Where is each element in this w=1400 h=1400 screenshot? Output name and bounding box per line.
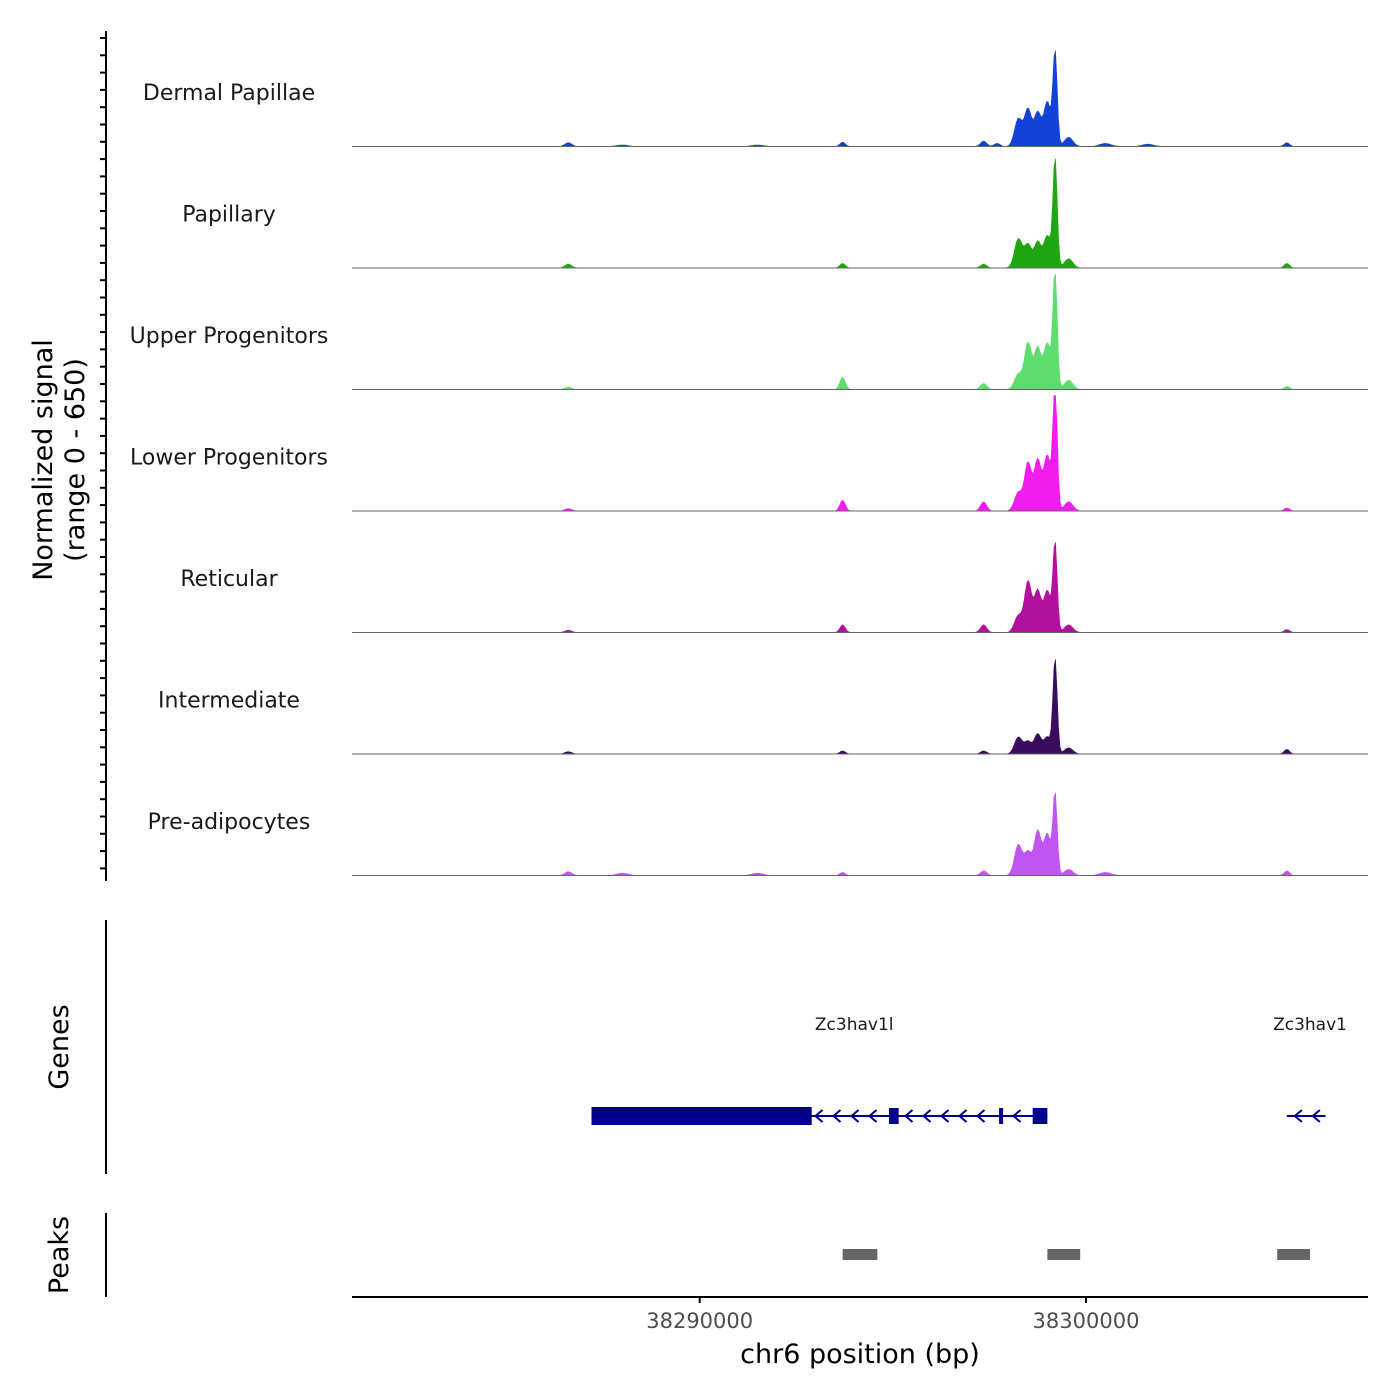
x-tick-label: 38290000 bbox=[646, 1309, 753, 1333]
peak-region bbox=[842, 1249, 878, 1260]
track-label: Intermediate bbox=[158, 689, 300, 714]
signal-area-lower-progenitors bbox=[352, 395, 1368, 512]
x-axis: 38290000 38300000 bbox=[352, 1296, 1368, 1333]
strand-arrow bbox=[1011, 1109, 1022, 1123]
strand-arrow bbox=[1293, 1109, 1303, 1123]
peaks-track bbox=[842, 1249, 1311, 1260]
strand-arrow bbox=[975, 1109, 986, 1123]
signal-area-upper-progenitors bbox=[352, 273, 1368, 390]
gene-label: Zc3hav1l bbox=[815, 1015, 894, 1035]
genes-track: Zc3hav1l Zc3hav1 bbox=[591, 1015, 1347, 1125]
x-tick-label: 38300000 bbox=[1033, 1309, 1140, 1333]
gene-label: Zc3hav1 bbox=[1273, 1015, 1347, 1035]
y-axis-title-line1: Normalized signal bbox=[28, 339, 59, 581]
track-label: Pre-adipocytes bbox=[148, 810, 311, 835]
peak-region bbox=[1047, 1249, 1081, 1260]
gene-exon bbox=[999, 1108, 1004, 1124]
gene-exon bbox=[591, 1107, 812, 1125]
peak-region bbox=[1277, 1249, 1311, 1260]
strand-arrow bbox=[921, 1109, 932, 1123]
track-label: Papillary bbox=[182, 203, 276, 228]
track-label: Lower Progenitors bbox=[130, 446, 328, 471]
genes-track-title: Genes bbox=[44, 1004, 75, 1089]
strand-arrow bbox=[1311, 1109, 1321, 1123]
gene-exon bbox=[888, 1108, 899, 1124]
track-label: Upper Progenitors bbox=[130, 324, 329, 349]
strand-arrow bbox=[939, 1109, 950, 1123]
strand-arrow bbox=[849, 1109, 860, 1123]
strand-arrow bbox=[831, 1109, 842, 1123]
signal-area-dermal-papillae bbox=[352, 50, 1368, 147]
track-label: Reticular bbox=[180, 567, 278, 592]
peaks-track-title: Peaks bbox=[44, 1216, 75, 1294]
strand-arrow bbox=[867, 1109, 878, 1123]
track-label: Dermal Papillae bbox=[143, 81, 315, 106]
left-axes bbox=[100, 31, 107, 1297]
coverage-tracks bbox=[352, 50, 1368, 876]
x-axis-title: chr6 position (bp) bbox=[740, 1339, 980, 1370]
signal-area-intermediate bbox=[352, 659, 1368, 755]
signal-area-papillary bbox=[352, 158, 1368, 269]
strand-arrow bbox=[813, 1109, 824, 1123]
strand-arrow bbox=[957, 1109, 968, 1123]
strand-arrow bbox=[903, 1109, 914, 1123]
signal-area-pre-adipocytes bbox=[352, 792, 1368, 876]
signal-area-reticular bbox=[352, 542, 1368, 633]
gene-exon bbox=[1032, 1108, 1048, 1124]
track-labels: Dermal Papillae Papillary Upper Progenitor… bbox=[130, 81, 329, 835]
y-axis-title-line2: (range 0 - 650) bbox=[60, 358, 91, 562]
